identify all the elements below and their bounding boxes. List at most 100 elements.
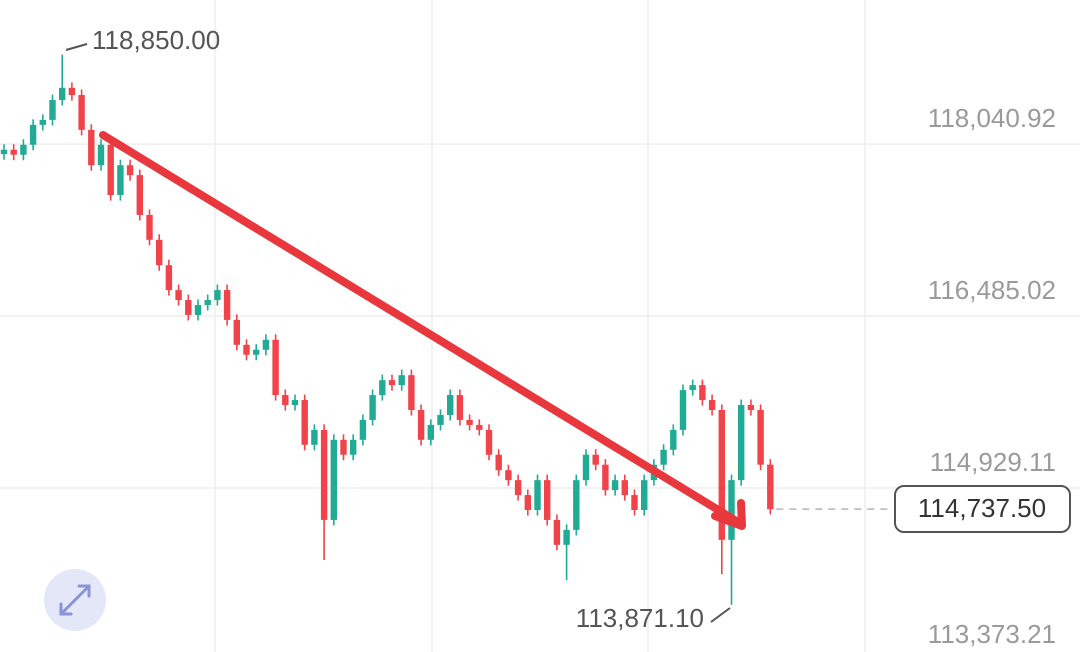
candle-body bbox=[194, 305, 202, 315]
candle-body bbox=[10, 149, 17, 155]
arrow-head bbox=[711, 499, 746, 530]
candle-body bbox=[767, 464, 774, 510]
candle-body bbox=[534, 480, 541, 510]
candle-body bbox=[476, 424, 483, 430]
candle-body bbox=[447, 395, 454, 415]
candle-body bbox=[456, 395, 464, 420]
expand-icon bbox=[59, 584, 91, 616]
y-tick-label: 118,040.92 bbox=[928, 103, 1056, 133]
candle-body bbox=[126, 165, 134, 176]
candle-body bbox=[427, 424, 434, 440]
candle-body bbox=[262, 339, 270, 350]
candle-body bbox=[214, 290, 221, 301]
candle-body bbox=[631, 495, 638, 510]
candles bbox=[0, 54, 893, 605]
candle-body bbox=[553, 519, 561, 545]
y-tick-label: 114,929.11 bbox=[930, 447, 1056, 477]
candle-body bbox=[282, 395, 289, 406]
candle-body bbox=[369, 395, 376, 420]
vertical-grid bbox=[214, 0, 866, 652]
high-label: 118,850.00 bbox=[92, 25, 220, 55]
candle-body bbox=[689, 385, 696, 391]
candle-body bbox=[243, 344, 250, 355]
candle-body bbox=[524, 495, 531, 510]
candle-body bbox=[728, 480, 735, 540]
expand-icon bbox=[77, 584, 91, 598]
candle-body bbox=[291, 400, 299, 406]
candle-body bbox=[388, 380, 396, 386]
candle-body bbox=[660, 449, 667, 465]
candle-body bbox=[107, 144, 114, 196]
candle-body bbox=[272, 339, 279, 396]
expand-icon bbox=[59, 602, 73, 616]
candle-body bbox=[747, 405, 755, 410]
candle-body bbox=[68, 87, 76, 96]
candle-body bbox=[204, 300, 211, 306]
candle-body bbox=[573, 480, 580, 530]
candle-body bbox=[330, 439, 337, 520]
candle-body bbox=[165, 265, 173, 291]
candle-body bbox=[670, 429, 677, 450]
candle-body bbox=[39, 119, 46, 125]
candle-body bbox=[544, 480, 551, 520]
candle-body bbox=[437, 414, 444, 425]
candle-body bbox=[602, 464, 609, 491]
candle-body bbox=[408, 375, 415, 410]
candle-body bbox=[175, 290, 182, 301]
candle-body bbox=[320, 429, 328, 520]
candle-body bbox=[679, 390, 687, 430]
candle-body bbox=[582, 454, 590, 481]
candle-body bbox=[97, 144, 105, 166]
candle-body bbox=[253, 349, 260, 355]
candle-body bbox=[301, 400, 308, 445]
candle-body bbox=[505, 470, 512, 481]
candle-body bbox=[495, 454, 502, 471]
candle-body bbox=[146, 214, 153, 240]
trend-arrow bbox=[99, 131, 746, 530]
candle-body bbox=[340, 439, 347, 455]
last-price-box bbox=[894, 485, 1071, 533]
arrow-shaft bbox=[99, 131, 742, 526]
candle-body bbox=[78, 95, 85, 130]
candle-body bbox=[379, 380, 386, 396]
high-leader bbox=[65, 43, 88, 51]
candle-body bbox=[223, 290, 231, 320]
candle-body bbox=[563, 529, 570, 545]
candle-body bbox=[0, 149, 8, 155]
candle-body bbox=[641, 480, 648, 510]
candle-body bbox=[29, 124, 37, 145]
y-tick-label: 116,485.02 bbox=[928, 275, 1056, 305]
last-price-label: 114,737.50 bbox=[918, 493, 1046, 523]
candle-body bbox=[514, 480, 522, 496]
candle-body bbox=[417, 409, 425, 440]
candle-body bbox=[156, 239, 163, 266]
candle-body bbox=[611, 480, 619, 491]
candle-body bbox=[592, 454, 599, 465]
candle-body bbox=[699, 385, 706, 401]
candle-body bbox=[20, 144, 27, 155]
candle-body bbox=[621, 480, 628, 496]
candle-body bbox=[59, 87, 66, 101]
candle-body bbox=[233, 319, 240, 345]
candle-body bbox=[311, 429, 318, 445]
low-label: 113,871.10 bbox=[576, 603, 704, 633]
candle-body bbox=[466, 419, 473, 425]
candle-body bbox=[708, 400, 716, 410]
y-tick-label: 113,373.21 bbox=[928, 619, 1056, 649]
candle-body bbox=[350, 439, 357, 455]
candle-body bbox=[49, 100, 56, 120]
expand-button[interactable] bbox=[44, 569, 106, 631]
candle-body bbox=[718, 409, 725, 540]
candle-body bbox=[398, 375, 405, 386]
horizontal-grid: 118,040.92 116,485.02 114,929.11 113,373.21 bbox=[0, 103, 1080, 649]
candle-body bbox=[757, 409, 764, 465]
low-leader bbox=[710, 607, 731, 623]
candle-body bbox=[117, 165, 124, 196]
candle-body bbox=[88, 129, 95, 166]
candle-body bbox=[185, 300, 192, 315]
candle-body bbox=[738, 405, 745, 481]
candle-body bbox=[485, 429, 493, 455]
candle-body bbox=[359, 419, 367, 440]
